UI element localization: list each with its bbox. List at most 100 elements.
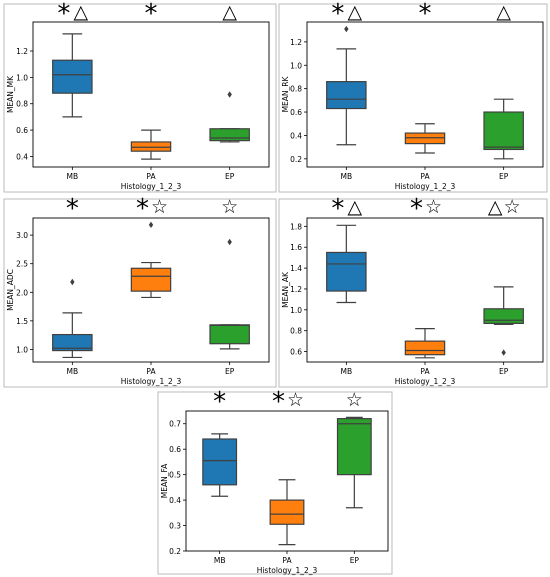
y-tick-label: 1.8 <box>290 222 302 231</box>
panel-border <box>278 3 548 193</box>
significance-marker: △ <box>496 1 511 23</box>
y-tick-label: 1.0 <box>290 61 302 70</box>
x-tick-label: PA <box>146 172 156 181</box>
y-tick-label: 0.4 <box>16 152 28 161</box>
box-mb <box>326 224 367 304</box>
y-axis-label: MEAN_ADC <box>6 269 15 311</box>
box-pa <box>130 221 172 299</box>
significance-marker: * ☆ <box>272 387 304 417</box>
iqr-box <box>52 59 93 94</box>
box-ep <box>209 238 250 350</box>
y-tick-label: 1.2 <box>290 38 302 47</box>
box-ep <box>209 91 250 143</box>
x-axis-label: Histology_1_2_3 <box>257 566 318 575</box>
x-tick-label: PA <box>146 367 156 376</box>
outlier-point <box>70 278 75 286</box>
x-tick-label: EP <box>225 172 235 181</box>
x-tick-label: MB <box>67 172 79 181</box>
panel-border <box>3 3 277 193</box>
x-axis-label: Histology_1_2_3 <box>395 182 456 191</box>
box-mb <box>202 433 238 497</box>
asterisk-marker: * <box>145 0 158 29</box>
asterisk-marker: * <box>331 194 344 224</box>
star-marker: ☆ <box>425 196 442 218</box>
star-marker: ☆ <box>151 196 168 218</box>
y-tick-label: 0.6 <box>16 126 28 135</box>
iqr-box <box>326 251 367 292</box>
panel-border <box>278 198 548 388</box>
asterisk-marker: * <box>272 387 285 417</box>
y-tick-label: 0.6 <box>290 348 302 357</box>
triangle-marker: △ <box>496 1 511 23</box>
x-tick-label: EP <box>350 556 360 565</box>
triangle-marker: △ <box>348 1 363 23</box>
significance-marker: * <box>419 0 432 29</box>
asterisk-marker: * <box>419 0 432 29</box>
significance-marker: △ ☆ <box>488 196 521 218</box>
x-tick-label: MB <box>214 556 226 565</box>
y-tick-label: 1.5 <box>16 317 28 326</box>
iqr-box <box>130 267 172 292</box>
y-tick-label: 0.6 <box>169 445 181 454</box>
panel-border <box>157 391 393 575</box>
triangle-marker: △ <box>74 1 89 23</box>
y-tick-label: 0.2 <box>290 155 302 164</box>
asterisk-marker: * <box>331 0 344 29</box>
box-pa <box>130 129 172 160</box>
x-tick-label: MB <box>341 367 353 376</box>
outlier-point <box>501 349 506 356</box>
triangle-marker: △ <box>222 1 237 23</box>
asterisk-marker: * <box>213 387 226 417</box>
x-tick-label: PA <box>420 172 430 181</box>
box-ep <box>336 416 372 509</box>
iqr-box <box>483 308 524 324</box>
box-mb <box>52 278 93 359</box>
y-tick-label: 0.6 <box>290 108 302 117</box>
x-tick-label: EP <box>499 172 509 181</box>
y-tick-label: 0.4 <box>290 131 302 140</box>
x-tick-label: PA <box>420 367 430 376</box>
y-tick-label: 1.0 <box>290 306 302 315</box>
outlier-point <box>227 238 232 246</box>
outlier-point <box>148 221 154 229</box>
y-tick-label: 0.8 <box>16 100 28 109</box>
triangle-marker: △ <box>488 196 503 218</box>
y-axis-label: MEAN_AK <box>281 271 290 308</box>
box-mb <box>326 25 367 146</box>
y-tick-label: 2.0 <box>16 288 28 297</box>
significance-marker: ☆ <box>221 196 238 218</box>
star-marker: ☆ <box>221 196 238 218</box>
significance-marker: △ <box>222 1 237 23</box>
y-tick-label: 0.5 <box>169 471 181 480</box>
x-axis-label: Histology_1_2_3 <box>121 182 182 191</box>
iqr-box <box>269 499 305 525</box>
outlier-point <box>344 25 349 33</box>
star-marker: ☆ <box>504 196 521 218</box>
iqr-box <box>209 324 250 345</box>
iqr-box <box>483 111 524 151</box>
y-axis-label: MEAN_RK <box>281 76 290 113</box>
significance-marker: * <box>66 194 79 224</box>
significance-marker: * △ <box>331 194 362 224</box>
y-axis-label: MEAN_MK <box>6 75 15 113</box>
significance-marker: * △ <box>331 0 362 29</box>
x-axis-label: Histology_1_2_3 <box>395 377 456 386</box>
iqr-box <box>202 438 238 486</box>
iqr-box <box>404 340 446 356</box>
star-marker: ☆ <box>287 389 304 411</box>
y-tick-label: 1.2 <box>16 47 28 56</box>
box-pa <box>404 123 446 154</box>
x-axis-label: Histology_1_2_3 <box>121 377 182 386</box>
asterisk-marker: * <box>57 0 70 29</box>
box-pa <box>404 328 446 359</box>
iqr-box <box>209 128 250 142</box>
y-tick-label: 0.2 <box>169 547 181 556</box>
y-tick-label: 0.3 <box>169 522 181 531</box>
y-tick-label: 0.4 <box>169 496 181 505</box>
x-tick-label: PA <box>282 556 292 565</box>
iqr-box <box>52 333 93 352</box>
